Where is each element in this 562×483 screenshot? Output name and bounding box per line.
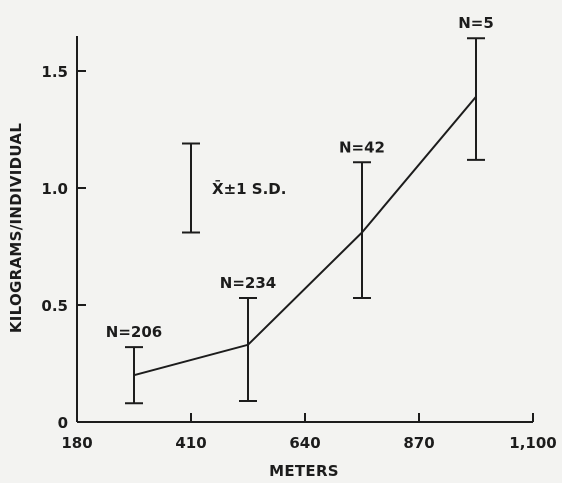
y-tick-label: 1.5 [41, 63, 68, 81]
n-label: N=5 [458, 14, 494, 32]
x-tick-label: 180 [61, 434, 92, 452]
x-tick-label: 870 [403, 434, 434, 452]
x-tick-label: 410 [175, 434, 206, 452]
x-tick-label: 640 [289, 434, 320, 452]
n-label: N=42 [339, 138, 385, 156]
axes: 180 410 640 870 1,100 0 0.5 1.0 1.5 [41, 36, 557, 452]
n-label: N=206 [106, 323, 162, 341]
y-tick-label: 1.0 [41, 180, 68, 198]
legend-label: X̄±1 S.D. [212, 178, 286, 198]
mean-line [133, 96, 477, 377]
series [133, 96, 477, 377]
y-axis-title: KILOGRAMS/INDIVIDUAL [7, 123, 25, 333]
x-tick-label: 1,100 [509, 434, 556, 452]
legend: X̄±1 S.D. [182, 142, 286, 234]
n-labels: N=206 N=234 N=42 N=5 [106, 14, 494, 341]
n-label: N=234 [220, 274, 276, 292]
x-axis-title: METERS [269, 462, 339, 480]
y-tick-label: 0.5 [41, 297, 68, 315]
y-tick-label: 0 [58, 414, 68, 432]
error-bars [125, 37, 485, 405]
